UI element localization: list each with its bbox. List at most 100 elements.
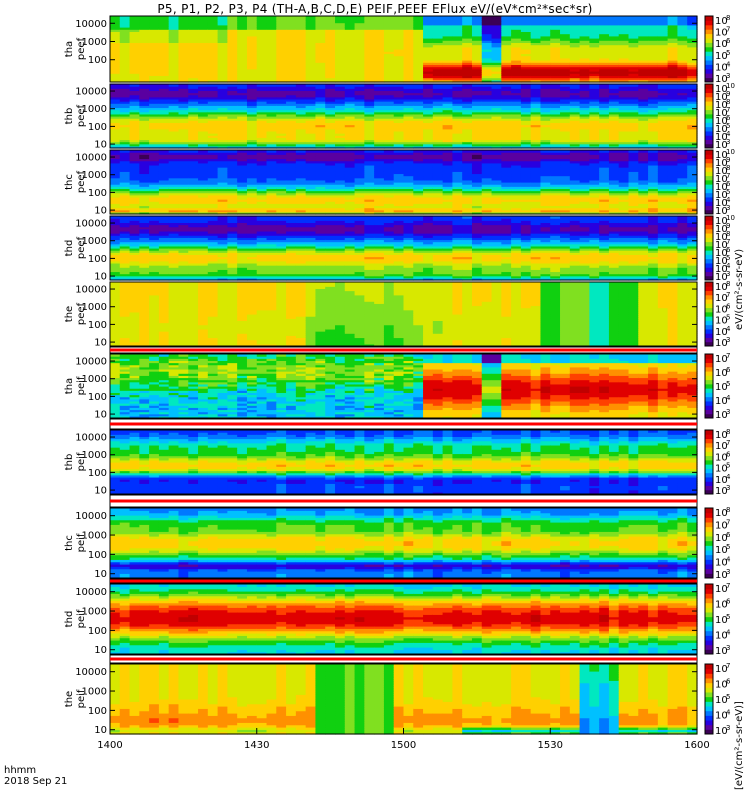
heat-cell <box>217 128 228 132</box>
heat-cell <box>530 194 542 198</box>
heat-cell <box>511 167 522 170</box>
heat-cell <box>599 137 610 141</box>
heat-cell <box>295 24 307 28</box>
heat-cell <box>344 113 356 117</box>
heat-cell <box>471 24 483 28</box>
heat-cell <box>246 154 258 157</box>
heat-cell <box>520 156 532 160</box>
heat-cell <box>501 38 512 41</box>
heat-cell <box>364 171 375 175</box>
heat-cell <box>246 133 258 136</box>
heat-cell <box>481 143 493 147</box>
heat-cell <box>530 51 542 54</box>
heat-cell <box>325 133 336 136</box>
heat-cell <box>256 118 268 121</box>
heat-cell <box>569 62 581 65</box>
heat-cell <box>491 182 502 185</box>
heat-cell <box>335 118 346 121</box>
heat-cell <box>364 20 375 24</box>
heat-cell <box>119 124 131 128</box>
heat-cell <box>648 38 659 41</box>
heat-cell <box>462 126 473 130</box>
heat-cell <box>550 111 561 115</box>
heat-cell <box>168 96 180 100</box>
colorbar-swatch <box>705 88 713 94</box>
heat-cell <box>442 199 454 202</box>
heat-cell <box>657 60 669 63</box>
heat-cell <box>364 199 375 202</box>
heat-cell <box>354 126 365 130</box>
heat-cell <box>315 116 326 119</box>
heat-cell <box>364 92 375 96</box>
heat-cell <box>315 60 326 63</box>
heat-cell <box>608 141 620 145</box>
heat-cell <box>374 205 385 209</box>
heat-cell <box>608 35 620 39</box>
heat-cell <box>266 194 277 198</box>
heat-cell <box>511 33 522 37</box>
heat-cell <box>599 88 610 91</box>
heat-cell <box>569 35 581 39</box>
heat-cell <box>246 35 258 39</box>
heat-cell <box>374 107 385 111</box>
heat-cell <box>276 20 287 24</box>
heat-cell <box>638 42 649 46</box>
heat-cell <box>139 162 150 166</box>
heat-cell <box>511 27 522 30</box>
heat-cell <box>501 22 512 26</box>
heat-cell <box>286 90 297 94</box>
heat-cell <box>667 18 679 21</box>
heat-cell <box>276 64 287 68</box>
heat-cell <box>667 16 679 19</box>
heat-cell <box>687 90 698 94</box>
heat-cell <box>491 105 502 109</box>
heat-cell <box>119 194 131 198</box>
heat-cell <box>569 113 581 117</box>
heat-cell <box>305 139 317 143</box>
heat-cell <box>129 145 140 149</box>
heat-cell <box>599 107 610 111</box>
heat-cell <box>511 186 522 189</box>
heat-cell <box>569 122 581 126</box>
heat-cell <box>364 158 375 162</box>
heat-cell <box>325 103 336 106</box>
heat-cell <box>354 188 365 192</box>
heat-cell <box>158 194 170 198</box>
heat-cell <box>511 64 522 68</box>
heat-cell <box>325 98 336 102</box>
heat-cell <box>540 16 551 19</box>
heat-cell <box>432 190 444 194</box>
heat-cell <box>286 167 297 170</box>
heat-cell <box>423 96 434 100</box>
heat-cell <box>432 62 444 65</box>
heat-cell <box>413 199 424 202</box>
heat-cell <box>246 167 258 170</box>
heat-cell <box>501 107 512 111</box>
colorbar-swatch <box>705 55 713 61</box>
heat-cell <box>227 116 238 119</box>
heat-cell <box>325 179 336 183</box>
heat-cell <box>305 88 317 91</box>
heat-cell <box>550 22 561 26</box>
heat-cell <box>129 62 140 65</box>
heat-cell <box>677 68 688 72</box>
heat-cell <box>129 77 140 81</box>
heat-cell <box>168 182 180 185</box>
heat-cell <box>110 46 121 50</box>
heat-cell <box>227 171 238 175</box>
heat-cell <box>687 139 698 143</box>
heat-cell <box>364 101 375 104</box>
heat-cell <box>638 126 649 130</box>
heat-cell <box>198 118 209 121</box>
heat-cell <box>335 64 346 68</box>
heat-cell <box>158 51 170 54</box>
heat-cell <box>237 122 248 126</box>
heat-cell <box>354 120 365 123</box>
heat-cell <box>442 205 454 209</box>
heat-cell <box>286 171 297 175</box>
heat-cell <box>413 113 424 117</box>
heat-cell <box>608 22 620 26</box>
heat-cell <box>628 126 639 130</box>
heat-cell <box>520 118 532 121</box>
heat-cell <box>188 68 199 72</box>
